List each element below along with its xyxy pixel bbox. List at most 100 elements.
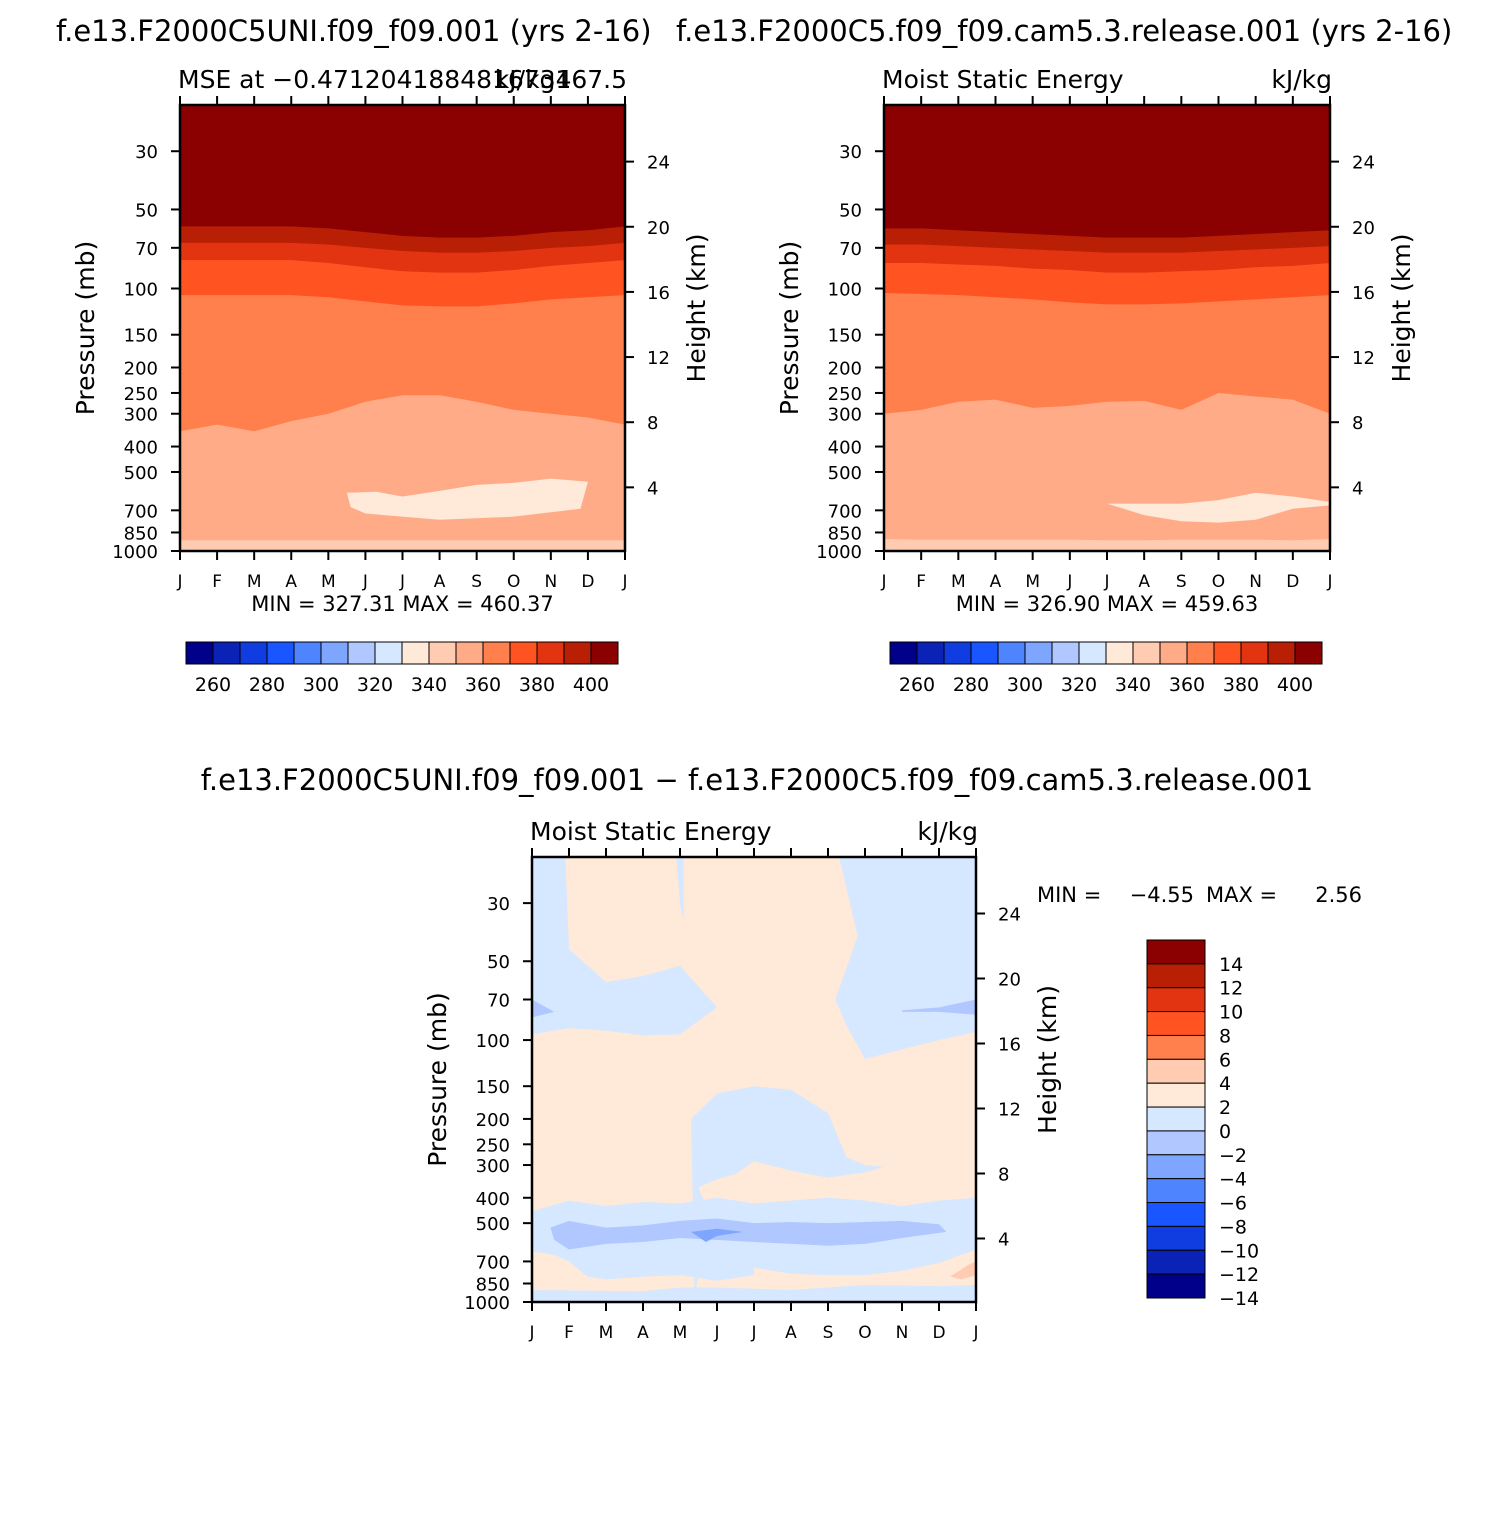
- x-tick-label: F: [916, 572, 926, 592]
- panel-c-contours: [532, 857, 976, 1302]
- y2-tick-label: 20: [647, 218, 670, 239]
- y-tick-label: 70: [839, 239, 862, 260]
- y-tick-label: 250: [476, 1135, 510, 1156]
- y-tick-label: 400: [124, 438, 158, 459]
- colorbar-swatch: [1159, 641, 1188, 665]
- panel-b-contours: [884, 105, 1330, 551]
- y-tick-label: 30: [135, 142, 158, 163]
- x-tick-label: A: [990, 572, 1002, 592]
- x-tick-label: M: [247, 572, 262, 592]
- colorbar-swatch: [1078, 641, 1107, 665]
- colorbar-swatch: [590, 641, 619, 665]
- colorbar-swatch: [401, 641, 430, 665]
- x-tick-label: M: [673, 1323, 688, 1343]
- panel-b-y2label: Height (km): [1387, 234, 1416, 383]
- colorbar-swatch: [1146, 1154, 1206, 1180]
- panel-c-min-value: −4.55: [1130, 883, 1194, 907]
- y-tick-label: 70: [135, 239, 158, 260]
- y-tick-label: 100: [476, 1031, 510, 1052]
- x-tick-label: M: [951, 572, 966, 592]
- panel-c-min-label: MIN =: [1037, 883, 1101, 907]
- panel-c-title-right: kJ/kg: [917, 817, 978, 846]
- panel-a-y2label: Height (km): [682, 234, 711, 383]
- colorbar-label: −4: [1219, 1169, 1247, 1191]
- y-tick-label: 250: [828, 384, 862, 405]
- colorbar-swatch: [212, 641, 241, 665]
- contour-band: [884, 538, 1330, 551]
- y2-tick-label: 16: [647, 283, 670, 304]
- colorbar-swatch: [1146, 987, 1206, 1013]
- colorbar-swatch: [1132, 641, 1161, 665]
- x-tick-label: F: [212, 572, 222, 592]
- colorbar-label: 0: [1219, 1121, 1231, 1143]
- colorbar-swatch: [1146, 939, 1206, 965]
- colorbar-swatch: [455, 641, 484, 665]
- colorbar-label: 10: [1219, 1002, 1243, 1024]
- colorbar-label: 6: [1219, 1049, 1231, 1071]
- panel-a-min-max: MIN = 327.31 MAX = 460.37: [251, 592, 553, 616]
- y-tick-label: 300: [476, 1156, 510, 1177]
- x-tick-label: J: [972, 1323, 978, 1343]
- colorbar-swatch: [1213, 641, 1242, 665]
- y-tick-label: 700: [828, 501, 862, 522]
- x-tick-label: J: [176, 572, 182, 592]
- contour-region: [532, 857, 717, 1036]
- y-tick-label: 200: [828, 359, 862, 380]
- x-tick-label: N: [1249, 572, 1262, 592]
- panel-c-ylabel: Pressure (mb): [423, 992, 452, 1166]
- x-tick-label: D: [932, 1323, 945, 1343]
- y-tick-label: 400: [828, 438, 862, 459]
- colorbar-label: 320: [1061, 674, 1097, 696]
- colorbar-label: 380: [519, 674, 555, 696]
- colorbar-label: 12: [1219, 978, 1243, 1000]
- panel-c-max-label: MAX =: [1206, 883, 1277, 907]
- contour-region: [691, 1228, 743, 1242]
- y-tick-label: 150: [828, 326, 862, 347]
- y-tick-label: 300: [828, 405, 862, 426]
- y2-tick-label: 4: [1352, 478, 1363, 499]
- x-tick-label: M: [321, 572, 336, 592]
- colorbar-label: 360: [465, 674, 501, 696]
- colorbar-label: 360: [1169, 674, 1205, 696]
- x-tick-label: M: [1025, 572, 1040, 592]
- colorbar-swatch: [1105, 641, 1134, 665]
- colorbar-label: −12: [1219, 1264, 1259, 1286]
- x-tick-label: N: [896, 1323, 909, 1343]
- colorbar-swatch: [1146, 1130, 1206, 1156]
- y-tick-label: 100: [828, 279, 862, 300]
- panel-c-max-value: 2.56: [1315, 883, 1362, 907]
- y-tick-label: 150: [124, 326, 158, 347]
- colorbar-swatch: [1146, 1034, 1206, 1060]
- panel-c: J F M A M J J A S O N D J305070100150200250300400500…: [423, 817, 1362, 1343]
- x-tick-label: J: [713, 1323, 719, 1343]
- y2-tick-label: 16: [998, 1034, 1021, 1055]
- x-tick-label: A: [434, 572, 446, 592]
- colorbar-swatch: [293, 641, 322, 665]
- colorbar-swatch: [889, 641, 918, 665]
- colorbar-swatch: [1146, 1273, 1206, 1299]
- x-tick-label: J: [621, 572, 627, 592]
- contour-region: [676, 857, 684, 921]
- y-tick-label: 1000: [464, 1293, 510, 1314]
- y-tick-label: 70: [487, 991, 510, 1012]
- y-tick-label: 30: [839, 142, 862, 163]
- panel-a-colorbar: 260 280 300 320 340 360 380 400: [185, 641, 619, 696]
- colorbar-swatch: [1146, 963, 1206, 989]
- y-tick-label: 850: [124, 523, 158, 544]
- colorbar-label: 8: [1219, 1025, 1231, 1047]
- colorbar-swatch: [347, 641, 376, 665]
- panel-a-ylabel: Pressure (mb): [71, 241, 100, 415]
- y-tick-label: 100: [124, 279, 158, 300]
- y2-tick-label: 8: [647, 413, 658, 434]
- colorbar-label: 2: [1219, 1097, 1231, 1119]
- colorbar-label: 260: [899, 674, 935, 696]
- colorbar-swatch: [428, 641, 457, 665]
- colorbar-swatch: [1146, 1178, 1206, 1204]
- colorbar-swatch: [1146, 1106, 1206, 1132]
- colorbar-swatch: [1146, 1202, 1206, 1227]
- y-tick-label: 700: [124, 501, 158, 522]
- colorbar-swatch: [320, 641, 349, 665]
- contour-region: [1107, 492, 1330, 523]
- panel-a-figure-title: f.e13.F2000C5UNI.f09_f09.001 (yrs 2-16): [56, 14, 652, 48]
